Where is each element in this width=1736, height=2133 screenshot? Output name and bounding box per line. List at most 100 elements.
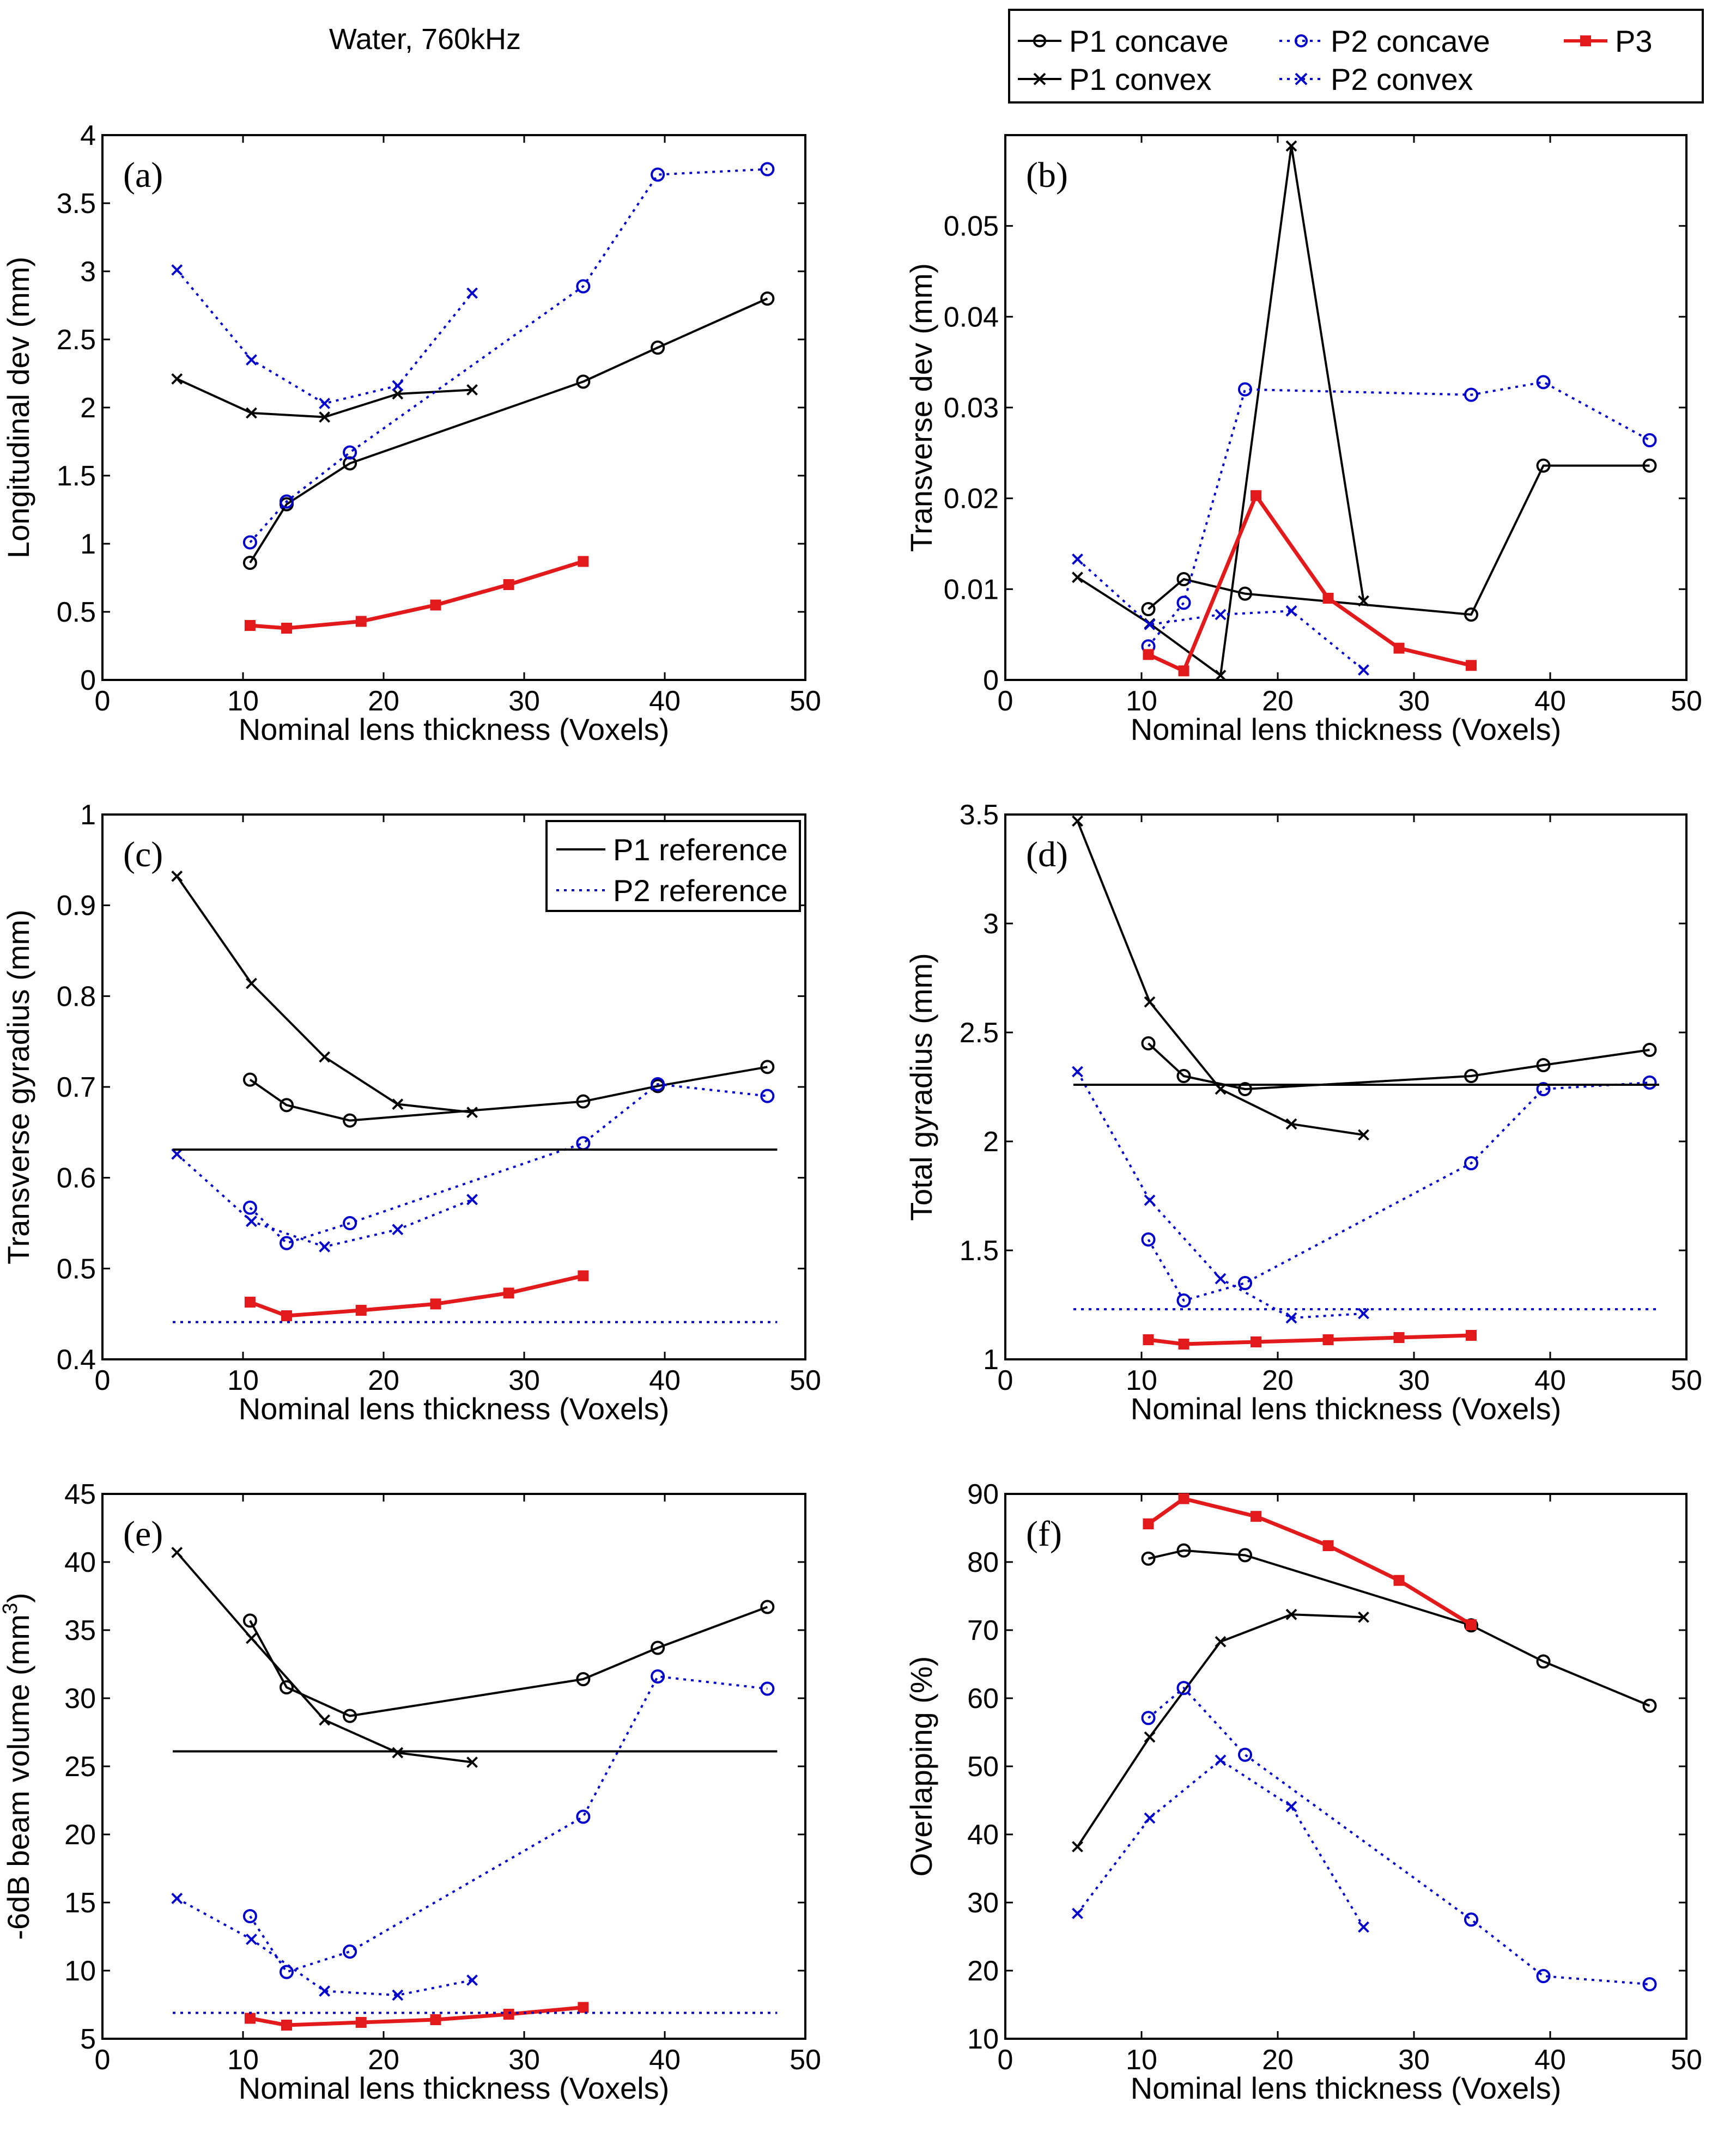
panel-c-series-p2x-point (392, 1224, 404, 1236)
panel-c-series-p3-point (355, 1305, 367, 1316)
panel-f-series-p2x-point (1215, 1754, 1227, 1766)
panel-a-ytick-label: 2 (80, 392, 96, 424)
panel-d-series-p2x-point (1358, 1308, 1369, 1320)
panel-f-ytick-label: 40 (967, 1819, 999, 1851)
panel-e-series-p3-point (244, 2013, 256, 2024)
panel-c-series-p1x-point (246, 977, 257, 989)
panel-c-series-p2x-point (246, 1216, 257, 1227)
panel-f-series-p2c-point (1642, 1977, 1657, 1991)
panel-a-series-p2x-point (392, 380, 404, 392)
panel-a-series-p2x-line (176, 269, 474, 405)
panel-a-ylabel: Longitudinal dev (mm) (1, 257, 35, 558)
panel-c-series-p1c-point (576, 1094, 591, 1109)
panel-f-series-p3-point (1393, 1575, 1405, 1586)
panel-e-series-p3-point (355, 2017, 367, 2028)
panel-e-ytick-label: 10 (64, 1955, 96, 1987)
legend-entry-p2-convex: P2 convex (1279, 62, 1473, 96)
panel-b-series-p1c-point (1642, 458, 1657, 473)
panel-c-legend-label-ref2: P2 reference (613, 873, 788, 908)
panel-d-series-p3-point (1143, 1334, 1154, 1345)
panel-b-series-p2x-point (1144, 618, 1156, 630)
panel-d-series-p1x-point (1144, 996, 1156, 1008)
panel-e-xtick-label: 0 (95, 2044, 111, 2076)
panel-a-series-p2c-point (242, 535, 257, 550)
panel-a-ytick-label: 0 (80, 665, 96, 696)
panel-c-label: (c) (123, 835, 163, 874)
panel-e-series-p2c-point (343, 1944, 357, 1959)
panel-e-series-p2x-point (392, 1989, 404, 2001)
panel-c-series-p1x-point (171, 870, 183, 882)
panel-b-series-p3-line (1148, 494, 1472, 673)
panel-b-ytick-label: 0.05 (944, 211, 999, 242)
panel-e-ytick-label: 30 (64, 1683, 96, 1715)
panel-e-series-p1c-point (576, 1672, 591, 1686)
panel-f-xtick-label: 20 (1262, 2044, 1294, 2076)
panel-a-series-p2x-point (171, 264, 183, 276)
legend-label-p2-convex: P2 convex (1331, 62, 1473, 96)
panel-b-xtick-label: 10 (1126, 685, 1157, 717)
panel-c-series-p3-point (244, 1297, 256, 1308)
panel-e-series-p2c-point (760, 1681, 775, 1696)
panel-f-series-p2x-point (1285, 1801, 1297, 1813)
panel-b-xtick-label: 20 (1262, 685, 1294, 717)
panel-d-series-p3-point (1393, 1332, 1405, 1343)
panel-a-ytick-label: 0.5 (57, 597, 96, 628)
panel-a-series-p2x-point (466, 287, 478, 299)
panel-e-series-p1x-point (246, 1632, 257, 1644)
panel-a-label: (a) (123, 155, 163, 195)
panel-d-xtick-label: 40 (1534, 1365, 1566, 1396)
panel-b-ylabel: Transverse dev (mm) (904, 263, 938, 552)
main-legend: P1 concave P2 concave P3 P1 convex P2 co… (1008, 9, 1704, 104)
panel-c-legend-box (545, 820, 801, 912)
panel-e-xlabel: Nominal lens thickness (Voxels) (239, 2071, 670, 2105)
panel-d-ytick-label: 1 (983, 1344, 999, 1376)
panel-c-series-p3-point (430, 1298, 441, 1310)
panel-b-series-p1x-point (1072, 572, 1083, 584)
panel-e-xtick-label: 10 (227, 2044, 259, 2076)
panel-e-series-p2x-point (246, 1934, 257, 1945)
panel-d-series-p2c-point (1536, 1082, 1551, 1096)
panel-e-series-p2c-point (242, 1909, 257, 1923)
panel-f-xtick-label: 10 (1126, 2044, 1157, 2076)
panel-a-series-p3-point (355, 616, 367, 627)
panel-e-series-p1c-line (249, 1606, 768, 1717)
panel-e-xtick-label: 50 (790, 2044, 821, 2076)
panel-b-axes-box (1004, 134, 1688, 681)
panel-d-series-p3-point (1251, 1336, 1261, 1347)
panel-d-series-p2c-point (1238, 1276, 1252, 1290)
panel-b-series-p2c-point (1176, 595, 1191, 610)
panel-e-series-p3-point (281, 2020, 292, 2031)
panel-b-series-p3-point (1143, 649, 1154, 660)
panel-d-series-p3-point (1322, 1334, 1334, 1345)
panel-a-series-p1x-point (246, 407, 257, 419)
panel-e-ytick-label: 15 (64, 1887, 96, 1919)
panel-a-series-p2x-point (246, 354, 257, 366)
panel-f-series-p2c-line (1148, 1687, 1650, 1985)
panel-a-xtick-label: 10 (227, 685, 259, 717)
panel-c-series-p3-line (249, 1274, 584, 1318)
panel-d-series-p2x-point (1285, 1312, 1297, 1324)
panel-c-xlabel: Nominal lens thickness (Voxels) (239, 1391, 670, 1426)
panel-b-series-p2x-point (1215, 609, 1227, 621)
panel-d: 0 10 20 30 40 50 1 1.5 2 2.5 3 3.5 Nominal lens thic… (904, 799, 1702, 1426)
panel-e-series-p3-point (430, 2014, 441, 2025)
legend-entry-p3: P3 (1564, 24, 1653, 58)
panel-f-ylabel: Overlapping (%) (904, 1656, 938, 1877)
panel-a-series-p1c-point (760, 291, 775, 306)
panel-f-xtick-label: 40 (1534, 2044, 1566, 2076)
panel-e-series-p2c-point (651, 1669, 665, 1684)
panel-f-series-p2x-point (1072, 1907, 1083, 1919)
panel-c-series-p2x-point (171, 1148, 183, 1160)
panel-a-ytick-label: 3.5 (57, 188, 96, 220)
panel-d-series-p3-point (1466, 1330, 1477, 1341)
panel-d-ytick-label: 2 (983, 1126, 999, 1158)
panel-e-series-p2x-point (466, 1974, 478, 1986)
panel-f-ytick-label: 10 (967, 2023, 999, 2055)
legend-entry-p1-convex: P1 convex (1018, 62, 1212, 96)
panel-c-xtick-label: 30 (508, 1365, 540, 1396)
panel-a-series-p2c-point (651, 167, 665, 182)
panel-b-series-p1c-line (1148, 464, 1650, 616)
panel-c-series-p2x-point (466, 1194, 478, 1206)
panel-e-ylabel-end: ) (1, 1593, 35, 1603)
panel-e-series-p2x-point (319, 1985, 331, 1997)
